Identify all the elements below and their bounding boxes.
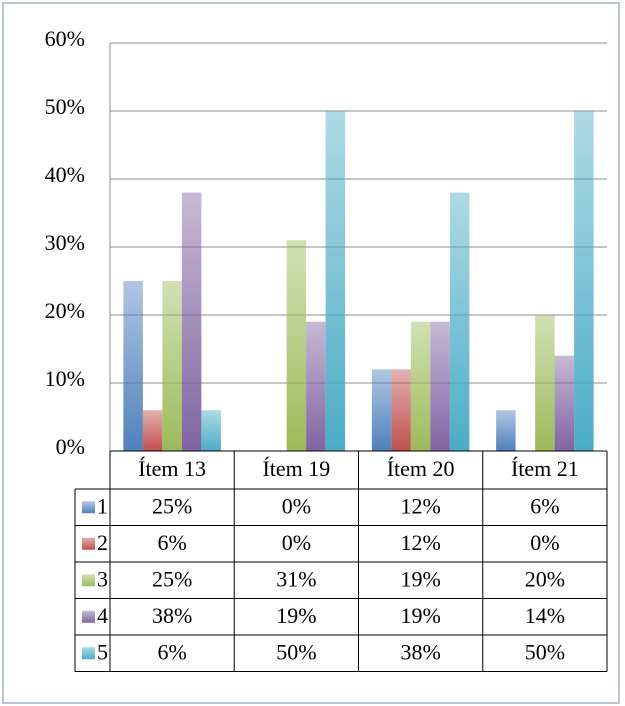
bar: [535, 315, 555, 451]
y-tick-label: 40%: [45, 162, 85, 187]
legend-key: [82, 537, 95, 550]
data-table-cell: 6%: [530, 493, 559, 518]
x-tick-label: Ítem 20: [387, 456, 455, 481]
data-table-cell: 6%: [157, 639, 186, 664]
data-table-cell: 12%: [400, 530, 440, 555]
y-tick-label: 50%: [45, 94, 85, 119]
legend-key: [82, 574, 95, 587]
data-table-cell: 50%: [276, 639, 316, 664]
data-table-cell: 38%: [152, 603, 192, 628]
y-tick-label: 10%: [45, 366, 85, 391]
bar: [325, 111, 346, 451]
bar: [574, 111, 594, 451]
legend-label: 1: [97, 493, 108, 518]
data-table-cell: 14%: [525, 603, 565, 628]
y-tick-label: 30%: [45, 230, 85, 255]
data-table-cell: 0%: [282, 493, 311, 518]
bar: [410, 321, 431, 451]
legend-label: 3: [97, 566, 108, 591]
data-table-cell: 20%: [525, 566, 565, 591]
bar: [449, 192, 470, 451]
bar: [391, 369, 411, 451]
legend-label: 5: [97, 639, 108, 664]
legend-key: [82, 647, 95, 660]
data-table-cell: 25%: [152, 493, 192, 518]
bar: [181, 192, 202, 451]
bar: [142, 410, 163, 451]
data-table-cell: 19%: [276, 603, 316, 628]
data-table-cell: 6%: [157, 530, 186, 555]
legend-key: [82, 610, 95, 623]
bar: [286, 240, 307, 451]
legend-label: 2: [97, 530, 108, 555]
y-tick-label: 20%: [45, 298, 85, 323]
legend-key: [82, 501, 95, 514]
y-tick-label: 60%: [45, 26, 85, 51]
data-table-cell: 19%: [400, 603, 440, 628]
data-table-cell: 50%: [525, 639, 565, 664]
y-tick-label: 0%: [56, 434, 85, 459]
data-table-cell: 12%: [400, 493, 440, 518]
bar: [371, 369, 392, 451]
data-table-cell: 38%: [400, 639, 440, 664]
bar: [430, 321, 450, 451]
data-table-cell: 19%: [400, 566, 440, 591]
bar: [306, 321, 326, 451]
legend-label: 4: [97, 603, 108, 628]
x-tick-label: Ítem 19: [262, 456, 330, 481]
bar: [496, 410, 516, 451]
x-tick-label: Ítem 21: [511, 456, 579, 481]
bar: [554, 355, 575, 451]
bar: [123, 281, 143, 451]
data-table-cell: 25%: [152, 566, 192, 591]
data-table-cell: 0%: [282, 530, 311, 555]
bar: [201, 410, 221, 451]
data-table-cell: 31%: [276, 566, 316, 591]
data-table-cell: 0%: [530, 530, 559, 555]
bar: [162, 281, 182, 451]
x-tick-label: Ítem 13: [138, 456, 206, 481]
